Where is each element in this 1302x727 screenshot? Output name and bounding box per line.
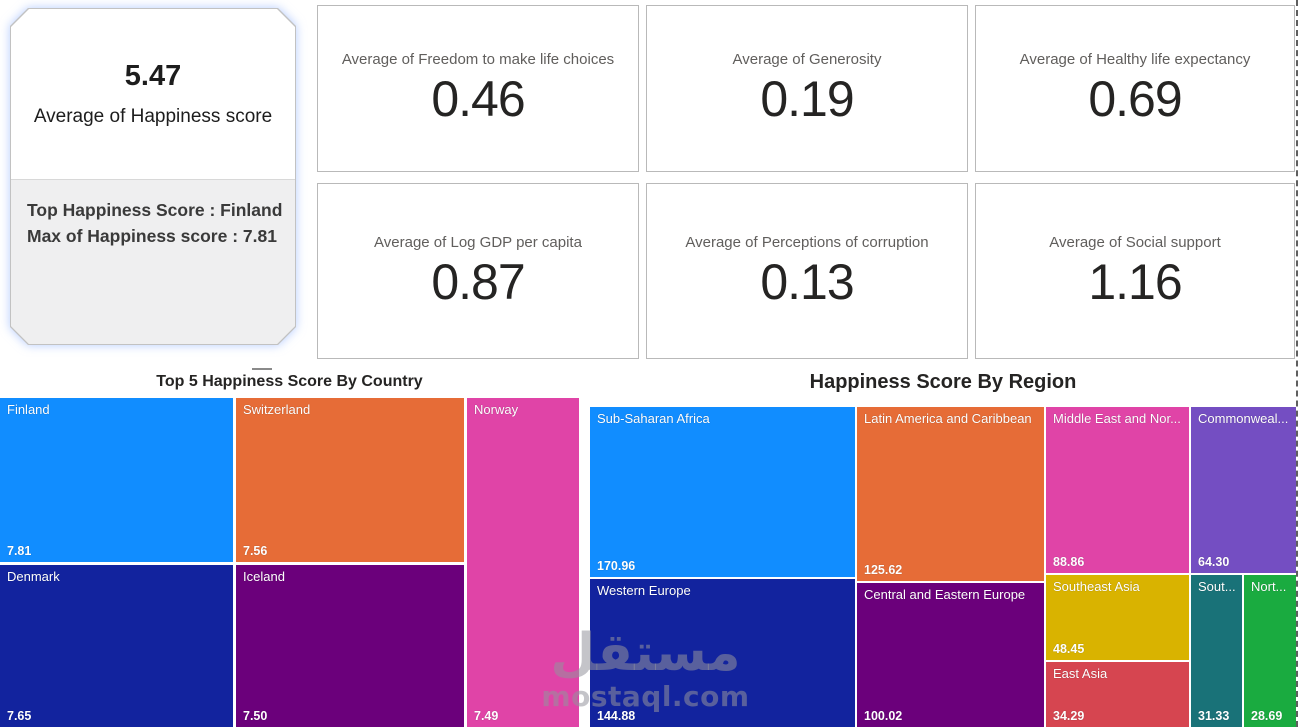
kpi-value: 0.46 [431, 71, 525, 128]
tile-label: Denmark [7, 569, 60, 584]
tile-value: 31.33 [1198, 709, 1230, 723]
tile-value: 34.29 [1053, 709, 1085, 723]
treemap-tile-norway[interactable]: Norway 7.49 [467, 398, 579, 727]
tile-label: Western Europe [597, 583, 691, 598]
country-treemap: Finland 7.81 Switzerland 7.56 Norway 7.4… [0, 398, 579, 727]
tile-value: 7.81 [7, 544, 32, 558]
kpi-value: 0.19 [760, 71, 854, 128]
treemap-tile-switzerland[interactable]: Switzerland 7.56 [236, 398, 464, 562]
tile-label: Norway [474, 402, 519, 417]
kpi-card-healthy-life-expectancy[interactable]: Average of Healthy life expectancy 0.69 [975, 5, 1295, 172]
tile-value: 28.69 [1251, 709, 1283, 723]
region-treemap: Sub-Saharan Africa 170.96 Western Europe… [590, 407, 1296, 727]
happiness-summary-card[interactable]: 5.47 Average of Happiness score Top Happ… [10, 8, 296, 345]
tile-value: 125.62 [864, 563, 903, 577]
kpi-card-log-gdp[interactable]: Average of Log GDP per capita 0.87 [317, 183, 639, 359]
top-happiness-score-line: Top Happiness Score : Finland [27, 200, 283, 220]
visual-header-handle[interactable] [252, 368, 272, 370]
tile-value: 7.65 [7, 709, 32, 723]
kpi-label: Average of Generosity [732, 51, 882, 69]
treemap-tile-western-europe[interactable]: Western Europe 144.88 [590, 579, 855, 727]
tile-value: 100.02 [864, 709, 903, 723]
summary-card-top-section: 5.47 Average of Happiness score [11, 9, 295, 179]
tile-value: 64.30 [1198, 555, 1230, 569]
kpi-label: Average of Log GDP per capita [374, 233, 582, 251]
treemap-tile-commonwealth[interactable]: Commonweal... 64.30 [1191, 407, 1296, 573]
tile-label: Central and Eastern Europe [864, 587, 1026, 602]
tile-value: 88.86 [1053, 555, 1085, 569]
tile-value: 7.49 [474, 709, 499, 723]
tile-value: 48.45 [1053, 642, 1085, 656]
tile-label: East Asia [1053, 666, 1108, 681]
kpi-card-freedom[interactable]: Average of Freedom to make life choices … [317, 5, 639, 172]
treemap-tile-southeast-asia[interactable]: Southeast Asia 48.45 [1046, 575, 1189, 660]
treemap-tile-central-eastern-europe[interactable]: Central and Eastern Europe 100.02 [857, 583, 1044, 727]
tile-label: Sub-Saharan Africa [597, 411, 710, 426]
kpi-label: Average of Freedom to make life choices [341, 51, 615, 69]
kpi-card-perceptions-of-corruption[interactable]: Average of Perceptions of corruption 0.1… [646, 183, 968, 359]
tile-label: Nort... [1251, 579, 1287, 594]
happiness-avg-value: 5.47 [124, 60, 182, 92]
treemap-tile-east-asia[interactable]: East Asia 34.29 [1046, 662, 1189, 727]
country-treemap-title: Top 5 Happiness Score By Country [156, 373, 423, 390]
tile-label: Iceland [243, 569, 285, 584]
summary-card-border: 5.47 Average of Happiness score Top Happ… [10, 8, 296, 345]
treemap-tile-finland[interactable]: Finland 7.81 [0, 398, 233, 562]
tile-label: Middle East and Nor... [1053, 411, 1181, 426]
treemap-tile-latin-america[interactable]: Latin America and Caribbean 125.62 [857, 407, 1044, 581]
kpi-label: Average of Healthy life expectancy [1019, 51, 1251, 69]
kpi-label: Average of Perceptions of corruption [685, 233, 929, 251]
kpi-value: 0.69 [1088, 71, 1182, 128]
tile-value: 170.96 [597, 559, 636, 573]
treemap-tile-north-america[interactable]: Nort... 28.69 [1244, 575, 1296, 727]
summary-card-divider [11, 179, 295, 180]
tile-label: Commonweal... [1198, 411, 1289, 426]
tile-value: 7.56 [243, 544, 268, 558]
tile-label: Latin America and Caribbean [864, 411, 1032, 426]
kpi-card-generosity[interactable]: Average of Generosity 0.19 [646, 5, 968, 172]
kpi-value: 0.13 [760, 253, 854, 310]
treemap-tile-middle-east[interactable]: Middle East and Nor... 88.86 [1046, 407, 1189, 573]
tile-label: Finland [7, 402, 50, 417]
summary-card-bottom-section: Top Happiness Score : Finland Max of Hap… [11, 180, 295, 344]
treemap-tile-sub-saharan-africa[interactable]: Sub-Saharan Africa 170.96 [590, 407, 855, 577]
tile-value: 144.88 [597, 709, 636, 723]
kpi-card-social-support[interactable]: Average of Social support 1.16 [975, 183, 1295, 359]
kpi-value: 0.87 [431, 253, 525, 310]
tile-label: Sout... [1198, 579, 1236, 594]
kpi-value: 1.16 [1088, 253, 1182, 310]
tile-value: 7.50 [243, 709, 268, 723]
tile-label: Switzerland [243, 402, 311, 417]
treemap-tile-iceland[interactable]: Iceland 7.50 [236, 565, 464, 727]
canvas-edge-dashed-line [1296, 0, 1298, 727]
kpi-label: Average of Social support [1049, 233, 1221, 251]
region-treemap-title: Happiness Score By Region [809, 371, 1077, 393]
max-happiness-score-line: Max of Happiness score : 7.81 [27, 226, 277, 246]
tile-label: Southeast Asia [1053, 579, 1140, 594]
happiness-avg-label: Average of Happiness score [33, 106, 273, 127]
treemap-tile-denmark[interactable]: Denmark 7.65 [0, 565, 233, 727]
treemap-tile-south-asia[interactable]: Sout... 31.33 [1191, 575, 1242, 727]
